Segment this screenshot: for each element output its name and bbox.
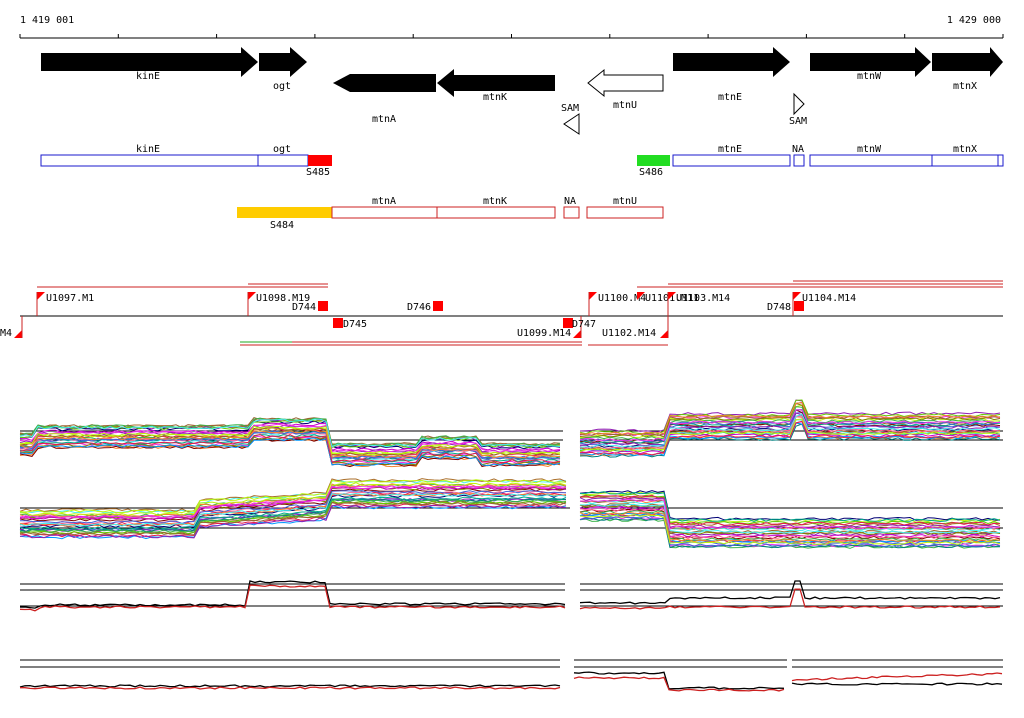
transcript-box-kinE[interactable] bbox=[40, 154, 259, 167]
feature-d745[interactable]: D745 bbox=[343, 319, 367, 330]
feature-u1103[interactable]: U1103.M14 bbox=[676, 293, 730, 304]
gene-mtnK-label: mtnK bbox=[483, 92, 507, 103]
feature-d747[interactable]: D747 bbox=[572, 319, 596, 330]
transcript-label-na-minus: NA bbox=[564, 196, 576, 207]
feature-d746[interactable]: D746 bbox=[407, 302, 431, 313]
expression-panels bbox=[19, 399, 1003, 692]
feature-d744[interactable]: D744 bbox=[292, 302, 316, 313]
ruler-ticks bbox=[19, 34, 1004, 38]
transcript-label-mtnX: mtnX bbox=[953, 144, 977, 155]
gene-mtnW-arrow[interactable] bbox=[810, 47, 931, 77]
feature-u1102[interactable]: U1102.M14 bbox=[602, 328, 656, 339]
segment-s484[interactable] bbox=[237, 207, 332, 218]
feature-u1098[interactable]: U1098.M19 bbox=[256, 293, 310, 304]
summary-panel-minus bbox=[19, 659, 1003, 692]
gene-mtnX-label: mtnX bbox=[953, 81, 977, 92]
summary-panel-plus bbox=[19, 580, 1003, 612]
gene-ogt-arrow[interactable] bbox=[259, 47, 307, 77]
feature-d748[interactable]: D748 bbox=[767, 302, 791, 313]
ruler: 1 419 001 1 429 000 bbox=[19, 15, 1004, 39]
feature-u1104[interactable]: U1104.M14 bbox=[802, 293, 856, 304]
feature-m4[interactable]: M4 bbox=[0, 328, 12, 339]
transcript-label-ogt: ogt bbox=[273, 144, 291, 155]
transcript-box-mtnE[interactable] bbox=[672, 154, 791, 167]
gene-mtnU-arrow[interactable] bbox=[587, 68, 664, 98]
feature-u1099[interactable]: U1099.M14 bbox=[517, 328, 571, 339]
transcript-label-kinE: kinE bbox=[136, 144, 160, 155]
riboswitch-sam-minus[interactable] bbox=[563, 113, 580, 135]
gene-mtnA-label: mtnA bbox=[372, 114, 396, 125]
feature-u1101[interactable]: U1101.M11 bbox=[645, 293, 699, 304]
gene-kinE-label: kinE bbox=[136, 71, 160, 82]
expression-panel-plus bbox=[19, 399, 1003, 468]
segment-s485-label: S485 bbox=[306, 167, 330, 178]
feature-track: U1097.M1 U1098.M19 D744 D746 U1100.M4 U1… bbox=[0, 280, 1003, 346]
transcript-label-mtnE: mtnE bbox=[718, 144, 742, 155]
transcript-label-mtnU: mtnU bbox=[613, 196, 637, 207]
feature-u1097[interactable]: U1097.M1 bbox=[46, 293, 94, 304]
expression-panel-minus bbox=[19, 478, 1003, 549]
ruler-end-label: 1 429 000 bbox=[947, 15, 1001, 26]
transcript-box-na-minus[interactable] bbox=[563, 206, 580, 219]
transcript-box-mtnU[interactable] bbox=[586, 206, 664, 219]
riboswitch-sam-plus-label: SAM bbox=[789, 116, 807, 127]
ruler-start-label: 1 419 001 bbox=[20, 15, 74, 26]
transcript-label-mtnK: mtnK bbox=[483, 196, 507, 207]
gene-ogt-label: ogt bbox=[273, 81, 291, 92]
gene-mtnU-label: mtnU bbox=[613, 100, 637, 111]
transcript-label-na-plus: NA bbox=[792, 144, 804, 155]
transcript-track-minus: S484 mtnA mtnK NA mtnU bbox=[237, 196, 664, 231]
transcript-box-ogt[interactable] bbox=[257, 154, 309, 167]
transcript-label-mtnW: mtnW bbox=[857, 144, 882, 155]
transcript-track-plus: kinE ogt S485 S486 mtnE NA mtnW mtnX bbox=[40, 144, 1004, 178]
gene-track: kinE ogt mtnA mtnK mtnU mtnE mtnW mtnX S… bbox=[41, 47, 1003, 135]
feature-u1100[interactable]: U1100.M4 bbox=[598, 293, 646, 304]
gene-mtnW-label: mtnW bbox=[857, 71, 882, 82]
segment-s486[interactable] bbox=[637, 155, 670, 166]
transcript-label-mtnA: mtnA bbox=[372, 196, 396, 207]
riboswitch-sam-minus-label: SAM bbox=[561, 103, 579, 114]
gene-mtnE-arrow[interactable] bbox=[673, 47, 790, 77]
transcript-box-mtnA[interactable] bbox=[331, 206, 438, 219]
segment-s484-label: S484 bbox=[270, 220, 294, 231]
gene-mtnX-arrow[interactable] bbox=[932, 47, 1003, 77]
transcript-box-na-plus[interactable] bbox=[793, 154, 805, 167]
gene-mtnE-label: mtnE bbox=[718, 92, 742, 103]
segment-s486-label: S486 bbox=[639, 167, 663, 178]
gene-mtnK-arrow[interactable] bbox=[437, 69, 555, 97]
transcript-box-mtnX[interactable] bbox=[931, 154, 1004, 167]
gene-kinE-arrow[interactable] bbox=[41, 47, 258, 77]
segment-s485[interactable] bbox=[308, 155, 332, 166]
riboswitch-sam-plus[interactable] bbox=[793, 92, 805, 116]
transcript-box-mtnW[interactable] bbox=[809, 154, 933, 167]
transcript-box-mtnK[interactable] bbox=[436, 206, 556, 219]
